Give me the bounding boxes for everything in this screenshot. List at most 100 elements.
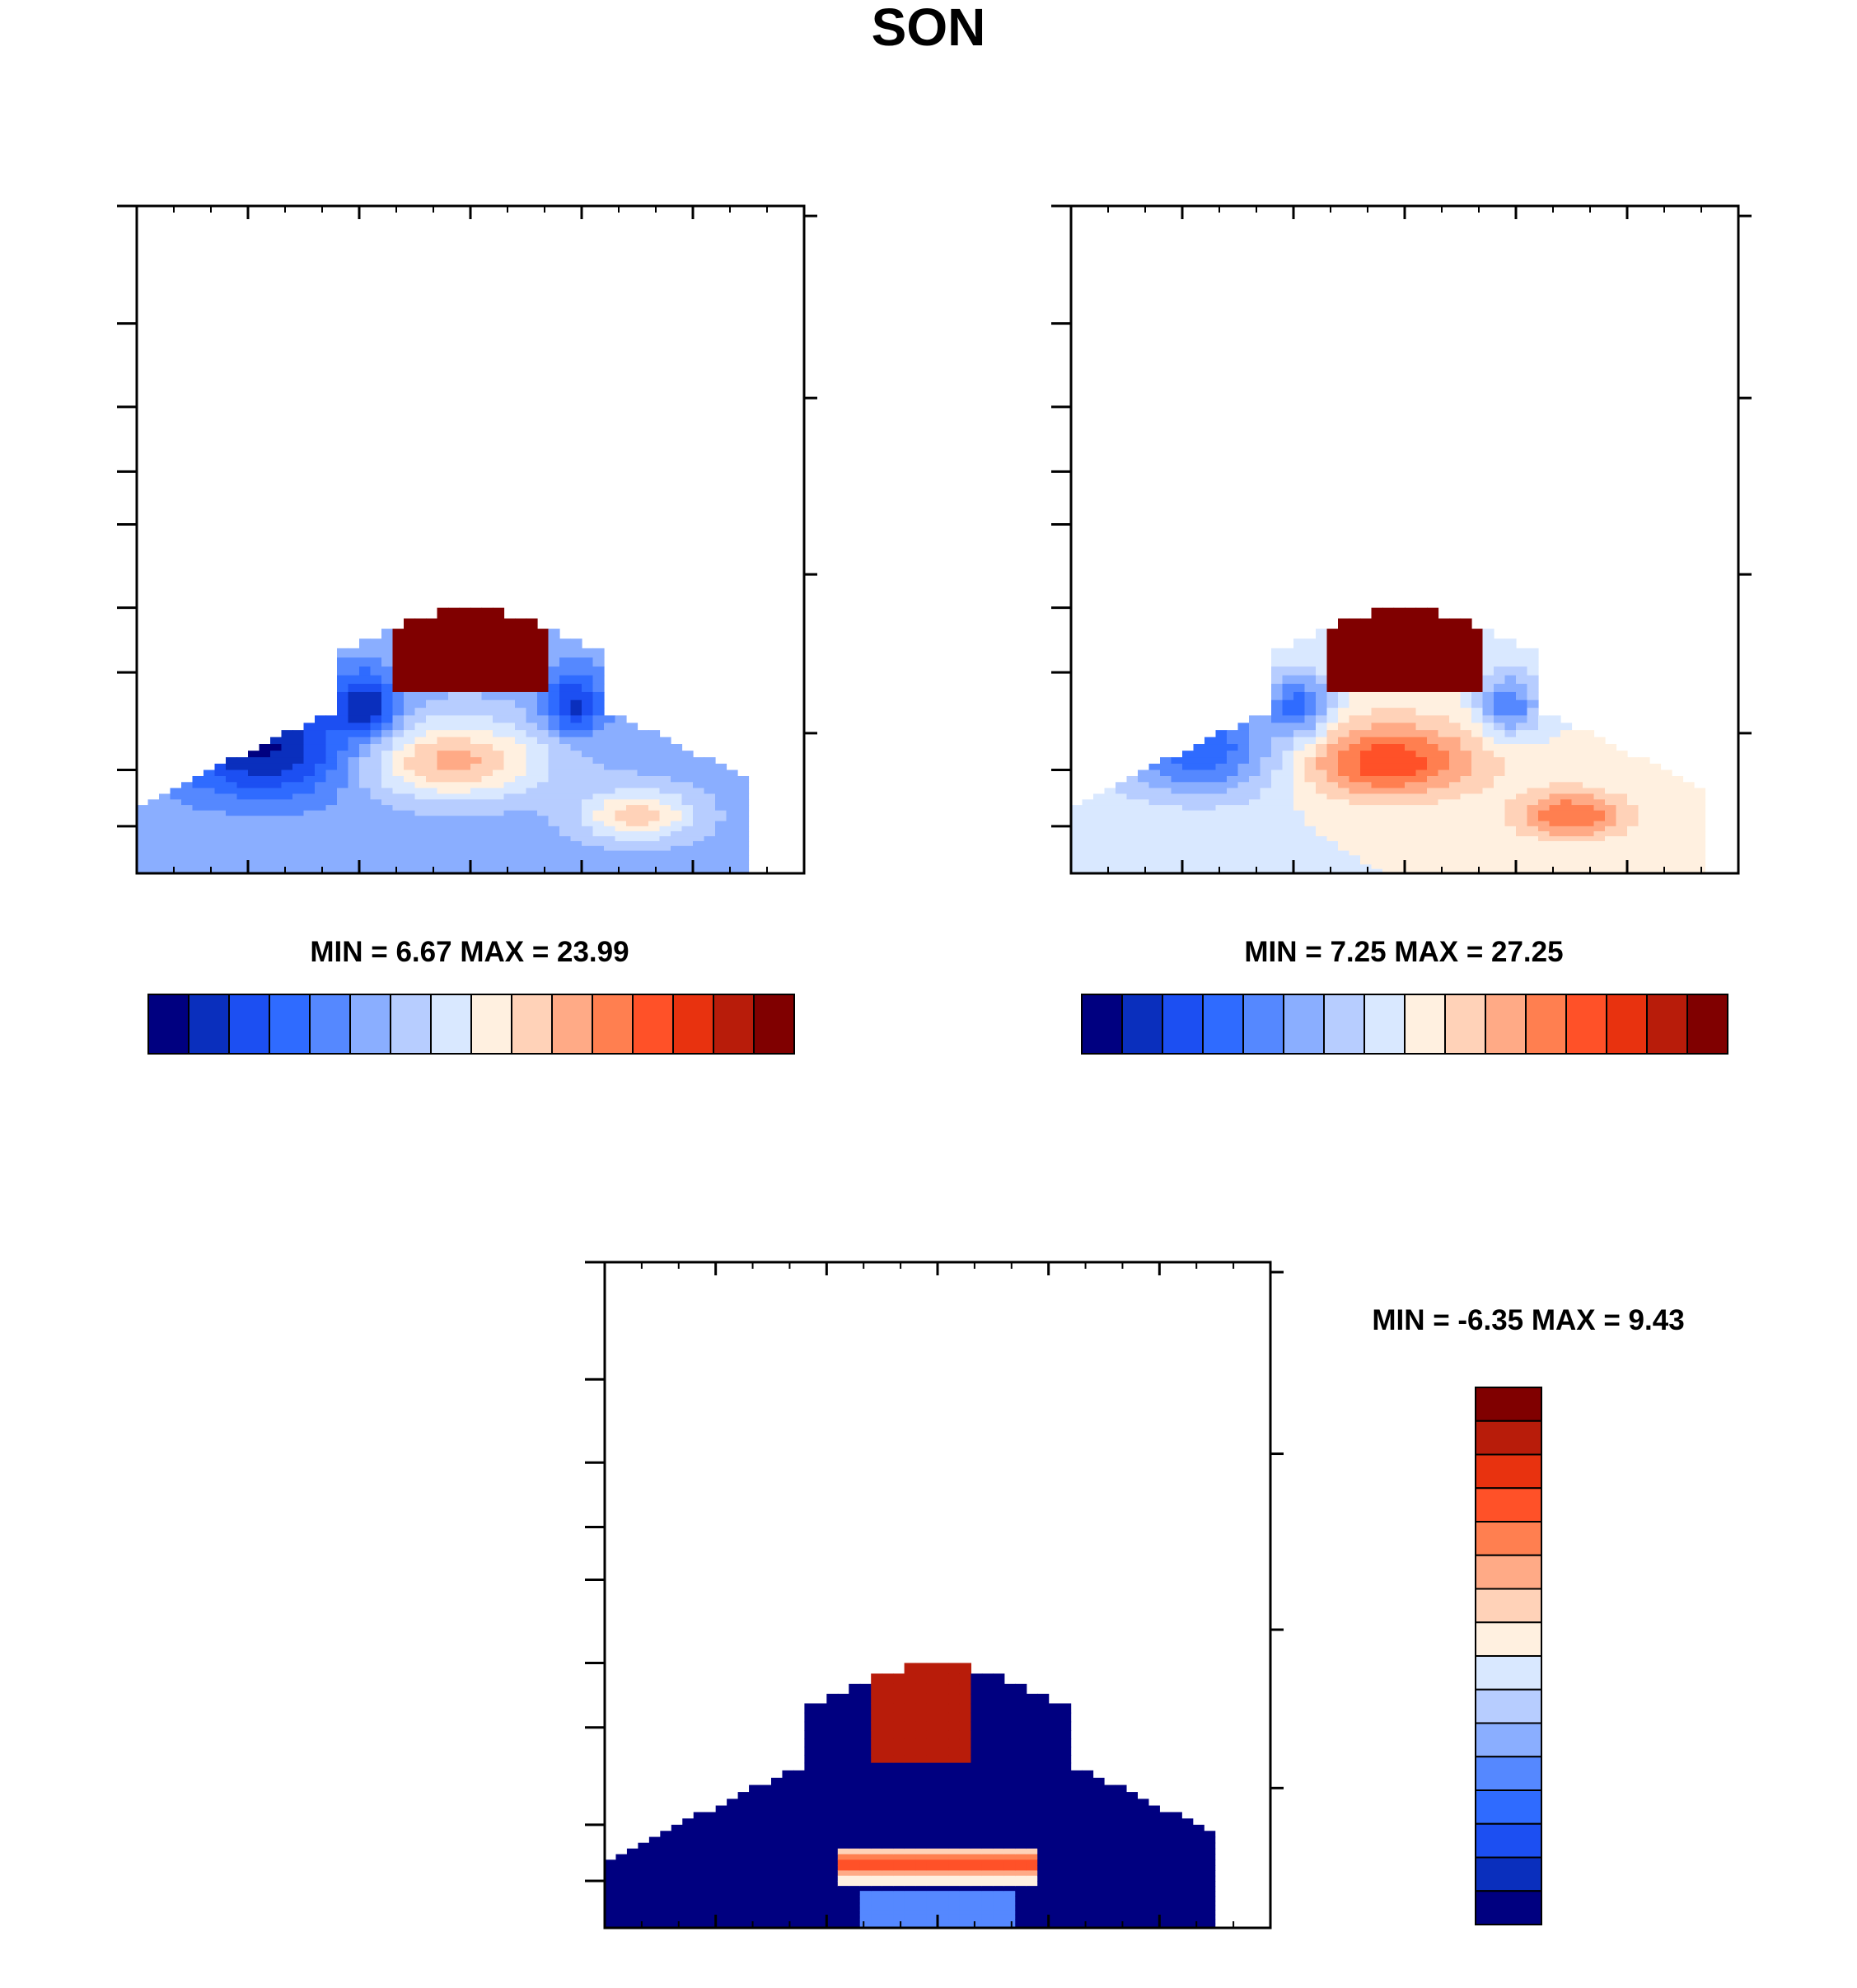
- contour-cell: [1326, 763, 1339, 771]
- contour-cell: [493, 648, 505, 658]
- contour-cell: [782, 1923, 794, 1928]
- contour-cell: [1516, 793, 1528, 800]
- contour-cell: [1482, 868, 1494, 873]
- contour-cell: [315, 840, 327, 847]
- contour-cell: [1271, 691, 1284, 701]
- contour-cell: [749, 1886, 761, 1892]
- colorbar-swatch: [147, 994, 189, 1055]
- contour-cell: [837, 1712, 849, 1723]
- contour-cell: [370, 816, 382, 822]
- contour-cell: [915, 1673, 928, 1685]
- contour-cell: [1649, 763, 1662, 771]
- contour-cell: [637, 855, 649, 861]
- contour-cell: [1126, 826, 1139, 832]
- contour-cell: [693, 793, 705, 800]
- contour-cell: [1371, 667, 1383, 676]
- contour-cell: [1494, 816, 1506, 822]
- contour-cell: [1527, 799, 1539, 806]
- contour-cell: [1115, 1785, 1127, 1793]
- contour-cell: [1460, 675, 1472, 685]
- contour-cell: [926, 1747, 938, 1756]
- contour-cell: [615, 1886, 628, 1892]
- contour-cell: [826, 1703, 839, 1714]
- contour-cell: [938, 1824, 950, 1831]
- contour-cell: [1616, 816, 1628, 822]
- contour-cell: [793, 1870, 805, 1877]
- contour-cell: [1271, 826, 1284, 832]
- contour-cell: [303, 769, 316, 777]
- contour-cell: [1026, 1870, 1038, 1877]
- contour-cell: [771, 1864, 783, 1871]
- contour-cell: [971, 1721, 983, 1731]
- contour-cell: [1125, 1812, 1138, 1819]
- contour-cell: [726, 830, 738, 837]
- contour-cell: [1304, 850, 1317, 856]
- contour-cell: [281, 763, 293, 771]
- contour-cell: [859, 1693, 872, 1705]
- contour-cell: [882, 1770, 894, 1779]
- contour-cell: [1215, 730, 1228, 738]
- contour-cell: [604, 805, 616, 812]
- contour-cell: [782, 1859, 794, 1866]
- contour-cell: [771, 1842, 783, 1850]
- contour-cell: [604, 769, 616, 777]
- contour-cell: [1282, 730, 1294, 738]
- contour-cell: [1494, 667, 1506, 676]
- contour-cell: [392, 816, 405, 822]
- contour-cell: [481, 793, 493, 800]
- contour-cell: [604, 751, 616, 758]
- contour-cell: [437, 836, 449, 842]
- colorbar-swatch: [1364, 994, 1406, 1055]
- contour-cell: [959, 1875, 971, 1882]
- contour-cell: [1237, 763, 1250, 771]
- contour-cell: [337, 850, 349, 856]
- contour-cell: [582, 805, 594, 812]
- contour-cell: [404, 638, 416, 649]
- contour-cell: [1438, 737, 1450, 745]
- contour-cell: [615, 850, 627, 856]
- contour-cell: [804, 1923, 816, 1928]
- contour-cell: [826, 1900, 839, 1906]
- contour-cell: [1204, 826, 1217, 832]
- contour-cell: [1326, 826, 1339, 832]
- contour-cell: [481, 675, 493, 685]
- contour-cell: [470, 793, 483, 800]
- contour-cell: [470, 751, 483, 758]
- contour-cell: [1672, 816, 1684, 822]
- contour-cell: [893, 1792, 905, 1799]
- contour-cell: [1137, 1864, 1149, 1871]
- contour-cell: [181, 821, 194, 827]
- contour-cell: [1148, 793, 1161, 800]
- contour-cell: [859, 1805, 872, 1813]
- contour-cell: [1104, 1919, 1116, 1925]
- contour-cell: [782, 1880, 794, 1887]
- contour-cell: [1160, 845, 1172, 852]
- contour-cell: [1104, 816, 1116, 822]
- contour-cell: [1338, 691, 1350, 701]
- contour-cell: [715, 799, 727, 806]
- contour-cell: [1538, 830, 1551, 837]
- contour-cell: [793, 1910, 805, 1915]
- contour-cell: [1382, 715, 1395, 723]
- contour-cell: [203, 810, 216, 816]
- contour-cell: [1260, 805, 1272, 812]
- contour-cell: [1560, 836, 1573, 842]
- contour-cell: [671, 793, 683, 800]
- contour-cell: [893, 1785, 905, 1793]
- contour-cell: [1215, 793, 1228, 800]
- contour-cell: [737, 1864, 750, 1871]
- contour-cell: [592, 850, 605, 856]
- contour-cell: [248, 810, 260, 816]
- contour-cell: [493, 840, 505, 847]
- contour-cell: [381, 648, 394, 658]
- contour-cell: [226, 793, 238, 800]
- contour-cell: [1015, 1712, 1027, 1723]
- contour-cell: [214, 868, 227, 873]
- colorbar-swatch: [1444, 994, 1486, 1055]
- contour-cell: [904, 1910, 916, 1915]
- contour-cell: [170, 836, 182, 842]
- contour-cell: [638, 1842, 650, 1850]
- contour-cell: [1338, 816, 1350, 822]
- contour-cell: [1304, 723, 1317, 731]
- contour-cell: [1605, 799, 1617, 806]
